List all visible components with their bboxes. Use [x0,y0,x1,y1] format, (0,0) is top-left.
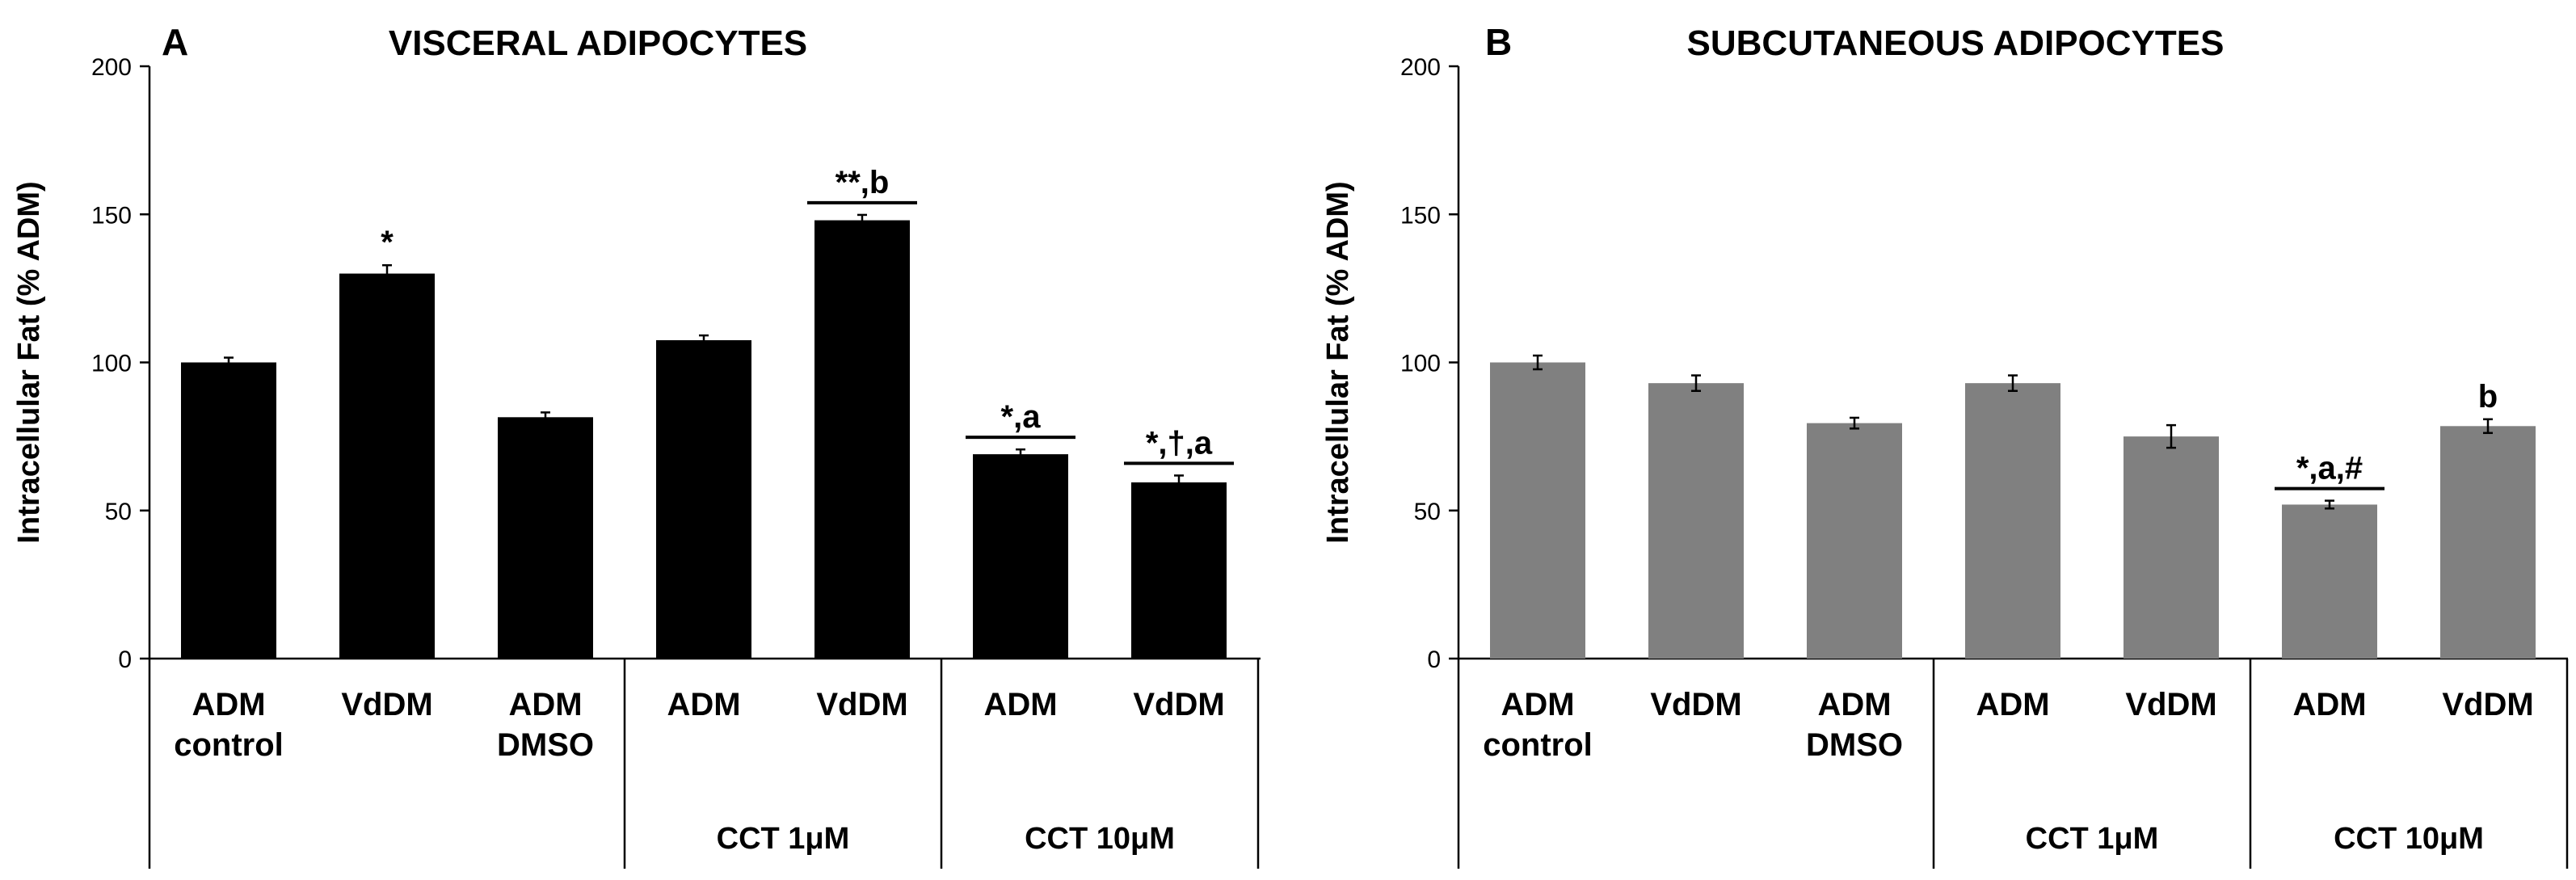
significance-annotation: *,†,a [1146,425,1213,461]
y-tick-label: 200 [1400,54,1441,81]
x-category-label: control [1483,727,1593,763]
x-group-label: CCT 10μM [1025,822,1175,856]
y-tick-label: 100 [1400,351,1441,377]
x-category-label: VdDM [1650,687,1741,722]
bar [1965,383,2060,659]
x-category-label: ADM [2292,687,2366,722]
x-category-label: VdDM [341,687,432,722]
bar [656,340,751,659]
x-category-label: DMSO [497,727,594,763]
bar [1131,482,1227,659]
bar [2440,426,2536,659]
bar [498,417,593,659]
significance-annotation: **,b [836,165,890,200]
x-category-label: VdDM [2442,687,2533,722]
panel-letter: B [1485,21,1512,63]
y-tick-label: 150 [1400,202,1441,229]
y-tick-label: 100 [91,351,132,377]
y-tick-label: 50 [1414,499,1441,525]
x-category-label: VdDM [2125,687,2216,722]
x-category-label: ADM [983,687,1057,722]
y-tick-label: 150 [91,202,132,229]
x-group-label: CCT 1μM [2026,822,2159,856]
chart-title: VISCERAL ADIPOCYTES [389,23,807,63]
bar [181,362,276,659]
x-category-label: ADM [1976,687,2049,722]
chart-panel-b: B SUBCUTANEOUS ADIPOCYTES 0 50 100 150 200 Intr… [1321,21,2569,869]
bar [973,454,1068,659]
x-category-label: DMSO [1806,727,1903,763]
x-category-label: ADM [192,687,265,722]
x-category-label: ADM [1817,687,1891,722]
panel-letter: A [162,21,188,63]
bar [1648,383,1744,659]
y-tick-label: 200 [91,54,132,81]
bar [1807,423,1902,659]
x-category-label: control [174,727,284,763]
y-axis-title: Intracellular Fat (% ADM) [1321,181,1355,543]
y-tick-label: 50 [105,499,132,525]
x-category-label: ADM [1501,687,1574,722]
bar [339,273,435,659]
x-group-label: CCT 10μM [2334,822,2484,856]
y-tick-label: 0 [118,646,132,673]
chart-title: SUBCUTANEOUS ADIPOCYTES [1687,23,2225,63]
bar [2124,436,2219,659]
x-category-label: ADM [667,687,740,722]
bar [1490,362,1585,659]
x-category-label: ADM [508,687,582,722]
x-group-label: CCT 1μM [717,822,850,856]
significance-annotation: *,a,# [2296,451,2363,486]
bar [814,220,910,659]
y-tick-label: 0 [1427,646,1441,673]
significance-annotation: b [2478,379,2498,415]
significance-annotation: * [381,225,394,260]
bar [2282,504,2377,659]
y-axis-title: Intracellular Fat (% ADM) [12,181,46,543]
chart-panel-a: A VISCERAL ADIPOCYTES 0 50 100 150 200 Intracel… [12,21,1261,869]
x-category-label: VdDM [816,687,907,722]
x-category-label: VdDM [1133,687,1224,722]
significance-annotation: *,a [1001,399,1042,435]
